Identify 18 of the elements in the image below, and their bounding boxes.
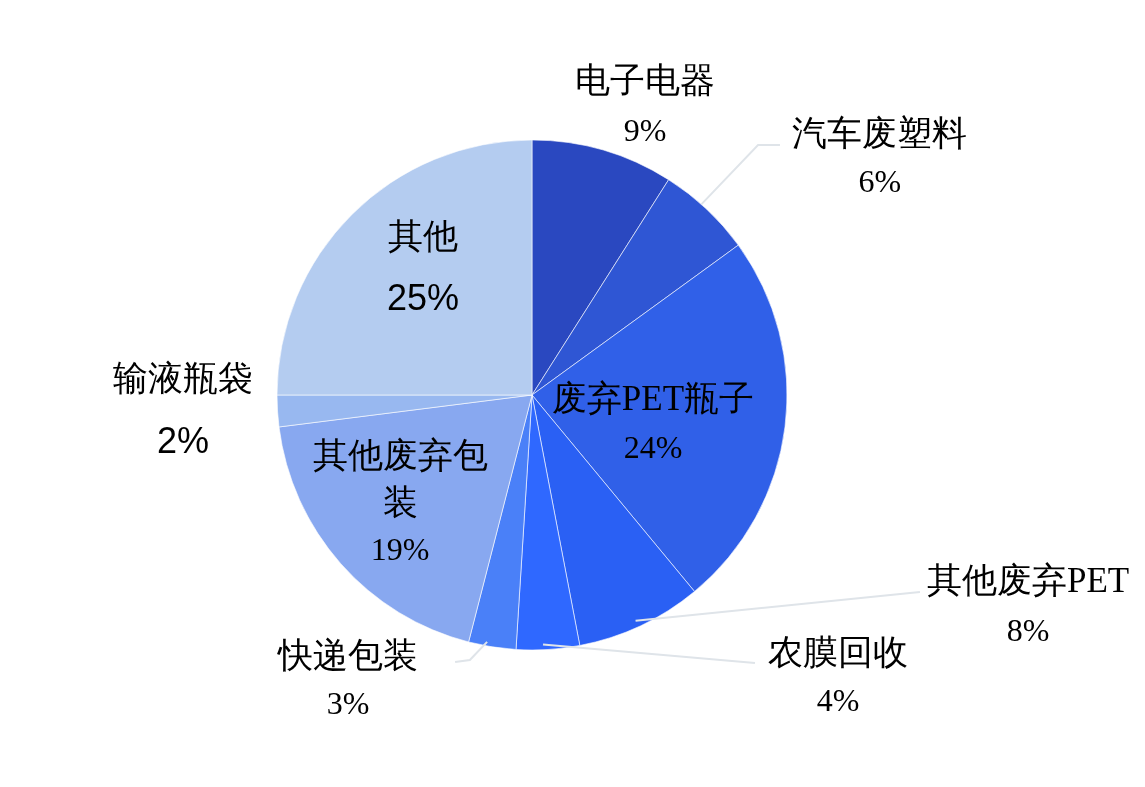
data-label: 2% <box>156 419 210 461</box>
slice-label: 电子电器 <box>575 60 716 100</box>
data-label: 3% <box>326 684 370 721</box>
slice-label: 输液瓶袋 <box>113 358 254 398</box>
data-label: 6% <box>858 162 902 199</box>
data-label: 9% <box>623 111 667 148</box>
data-label: 19% <box>370 531 430 568</box>
slice-label: 废弃PET瓶子 <box>551 378 755 418</box>
data-label: 25% <box>386 277 459 319</box>
slice-label: 其他 <box>387 216 458 256</box>
slice-label: 其他废弃PET <box>926 560 1130 600</box>
data-label: 4% <box>816 681 860 718</box>
slice-label: 农膜回收 <box>768 632 909 672</box>
data-label: 24% <box>623 428 683 465</box>
slice-label: 快递包装 <box>276 635 418 675</box>
data-label: 8% <box>1006 611 1050 648</box>
slice-label: 其他废弃包装 <box>312 435 488 522</box>
slice-label: 汽车废塑料 <box>792 113 968 153</box>
